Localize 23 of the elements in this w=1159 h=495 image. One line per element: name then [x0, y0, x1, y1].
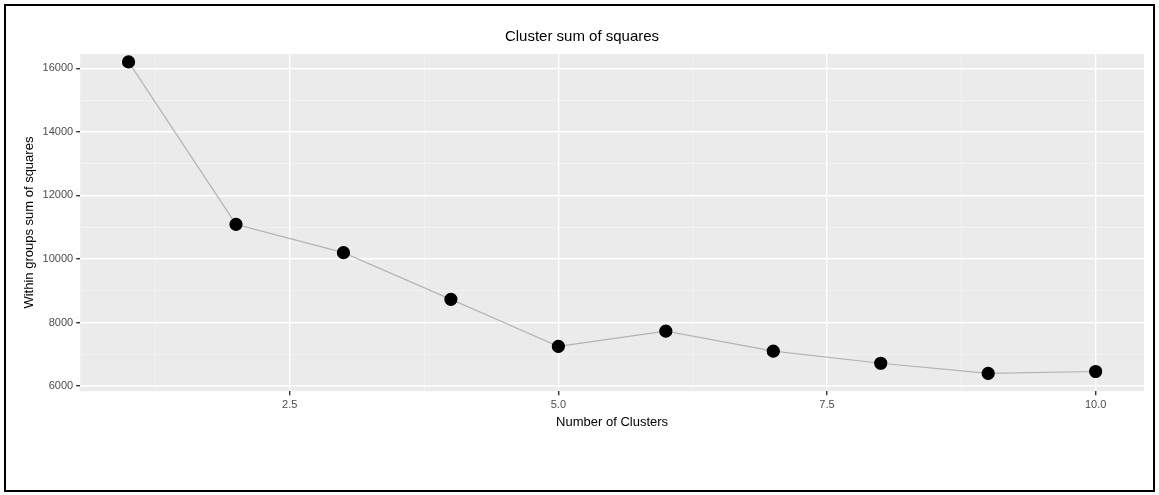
point: [444, 292, 458, 306]
y-tick-label: 8000: [48, 315, 74, 328]
point: [229, 217, 243, 231]
y-tick-label: 6000: [48, 379, 74, 392]
point: [766, 344, 780, 358]
point: [981, 366, 995, 380]
x-tick-label: 7.5: [819, 397, 835, 410]
point: [659, 324, 673, 338]
y-tick-label: 10000: [42, 252, 74, 265]
point: [551, 339, 565, 353]
x-tick-label: 10.0: [1084, 397, 1107, 410]
y-tick-label: 16000: [42, 61, 74, 74]
chart-title: Cluster sum of squares: [504, 27, 660, 45]
point: [121, 55, 136, 69]
x-axis-title: Number of Clusters: [556, 413, 669, 429]
y-tick-label: 12000: [42, 188, 74, 201]
y-axis-title: Within groups sum of squares: [21, 136, 37, 309]
x-tick-label: 2.5: [282, 397, 298, 410]
point: [1089, 364, 1103, 379]
point: [874, 356, 888, 370]
x-tick-label: 5.0: [550, 397, 567, 410]
point: [336, 246, 351, 260]
y-tick-label: 14000: [42, 124, 74, 137]
